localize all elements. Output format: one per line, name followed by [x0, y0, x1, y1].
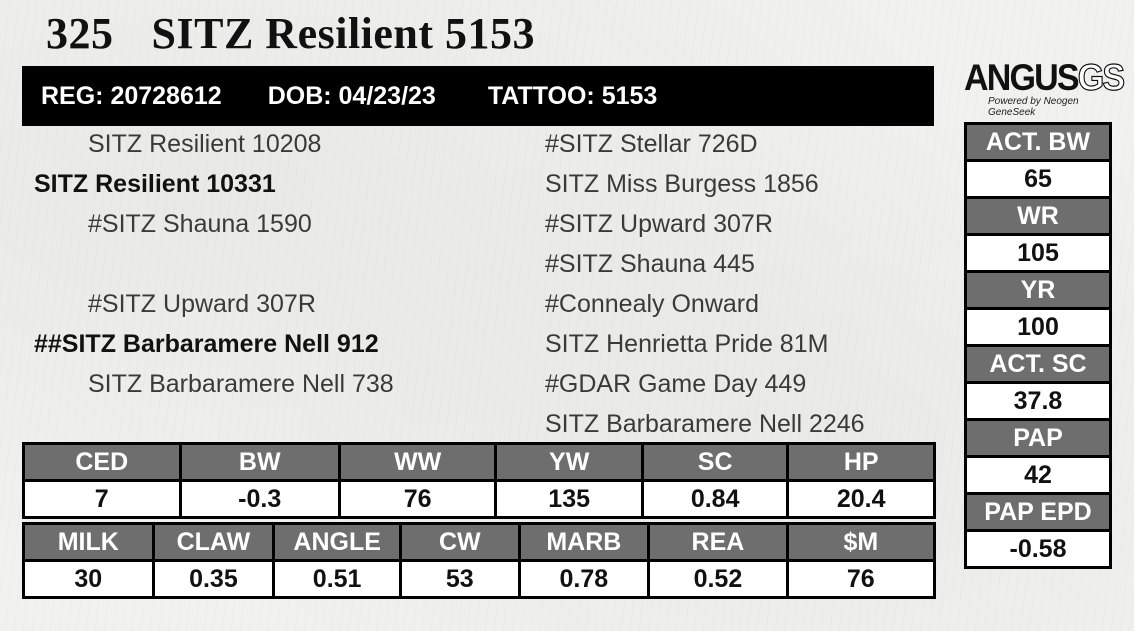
logo-brand: ANGUS	[964, 57, 1080, 98]
epd-header-rea: REA	[647, 522, 789, 562]
epd-header-row: MILK CLAW ANGLE CW MARB REA $M	[22, 522, 937, 562]
side-label-wr: WR	[967, 199, 1109, 236]
epd-header-row: CED BW WW YW SC HP	[22, 442, 936, 482]
epd-value-row: 7 -0.3 76 135 0.84 20.4	[22, 479, 936, 519]
epd-value-bw: -0.3	[178, 479, 341, 519]
epd-value-angle: 0.51	[272, 559, 403, 599]
epd-table-2: MILK CLAW ANGLE CW MARB REA $M 30 0.35 0…	[22, 522, 937, 599]
pedigree-sire-dam: #SITZ Shauna 1590	[88, 210, 312, 238]
side-label-act-bw: ACT. BW	[967, 125, 1109, 162]
epd-value-m-value: 76	[785, 559, 937, 599]
epd-value-cw: 53	[399, 559, 521, 599]
pedigree-sire: SITZ Resilient 10331	[34, 170, 276, 198]
epd-value-marb: 0.78	[517, 559, 651, 599]
epd-header-hp: HP	[786, 442, 936, 482]
pedigree-right-item: SITZ Barbaramere Nell 2246	[545, 410, 865, 438]
side-value-yr: 100	[967, 310, 1109, 347]
pedigree-right-item: #GDAR Game Day 449	[545, 370, 807, 398]
epd-value-yw: 135	[494, 479, 644, 519]
logo-tagline: Powered by Neogen GeneSeek	[988, 96, 1079, 118]
registration-bar: REG: 20728612 DOB: 04/23/23 TATTOO: 5153	[22, 66, 934, 126]
epd-header-cw: CW	[399, 522, 521, 562]
tattoo: TATTOO: 5153	[487, 81, 658, 110]
date-of-birth: DOB: 04/23/23	[267, 81, 436, 110]
pedigree-right-item: #SITZ Upward 307R	[545, 210, 773, 238]
lot-number: 325	[46, 9, 114, 58]
epd-value-hp: 20.4	[786, 479, 936, 519]
epd-value-claw: 0.35	[151, 559, 276, 599]
epd-header-claw: CLAW	[151, 522, 276, 562]
pedigree-right-item: #SITZ Stellar 726D	[545, 130, 758, 158]
pedigree-sire-sire: SITZ Resilient 10208	[88, 130, 322, 158]
epd-header-bw: BW	[178, 442, 341, 482]
epd-header-m-value: $M	[785, 522, 937, 562]
epd-table-1: CED BW WW YW SC HP 7 -0.3 76 135 0.84 20…	[22, 442, 936, 519]
side-label-pap-epd: PAP EPD	[967, 495, 1109, 532]
epd-header-ced: CED	[22, 442, 182, 482]
side-label-act-sc: ACT. SC	[967, 347, 1109, 384]
epd-value-rea: 0.52	[647, 559, 789, 599]
side-label-pap: PAP	[967, 421, 1109, 458]
side-value-pap: 42	[967, 458, 1109, 495]
side-label-yr: YR	[967, 273, 1109, 310]
logo-brand-suffix: GS	[1077, 57, 1125, 98]
epd-value-row: 30 0.35 0.51 53 0.78 0.52 76	[22, 559, 937, 599]
side-value-act-sc: 37.8	[967, 384, 1109, 421]
pedigree-dam-dam: SITZ Barbaramere Nell 738	[88, 370, 394, 398]
pedigree-dam: ##SITZ Barbaramere Nell 912	[34, 330, 379, 358]
side-stats-panel: ACT. BW 65 WR 105 YR 100 ACT. SC 37.8 PA…	[964, 122, 1112, 569]
epd-header-sc: SC	[640, 442, 790, 482]
animal-name: SITZ Resilient 5153	[151, 9, 536, 58]
epd-header-marb: MARB	[517, 522, 651, 562]
side-value-pap-epd: -0.58	[967, 532, 1109, 569]
pedigree-dam-sire: #SITZ Upward 307R	[88, 290, 316, 318]
side-value-act-bw: 65	[967, 162, 1109, 199]
epd-value-sc: 0.84	[640, 479, 790, 519]
epd-value-ww: 76	[337, 479, 498, 519]
pedigree-right-item: #SITZ Shauna 445	[545, 250, 755, 278]
pedigree-right-item: #Connealy Onward	[545, 290, 760, 318]
epd-header-milk: MILK	[22, 522, 155, 562]
epd-header-yw: YW	[494, 442, 644, 482]
pedigree-right-item: SITZ Miss Burgess 1856	[545, 170, 819, 198]
epd-header-angle: ANGLE	[272, 522, 403, 562]
angus-gs-logo: ANGUSGS Powered by Neogen GeneSeek	[964, 57, 1126, 118]
registration-number: REG: 20728612	[41, 81, 222, 110]
side-value-wr: 105	[967, 236, 1109, 273]
pedigree-right-item: SITZ Henrietta Pride 81M	[545, 330, 829, 358]
epd-value-milk: 30	[22, 559, 155, 599]
lot-title: 325 SITZ Resilient 5153	[46, 8, 535, 59]
epd-value-ced: 7	[22, 479, 182, 519]
epd-header-ww: WW	[337, 442, 498, 482]
